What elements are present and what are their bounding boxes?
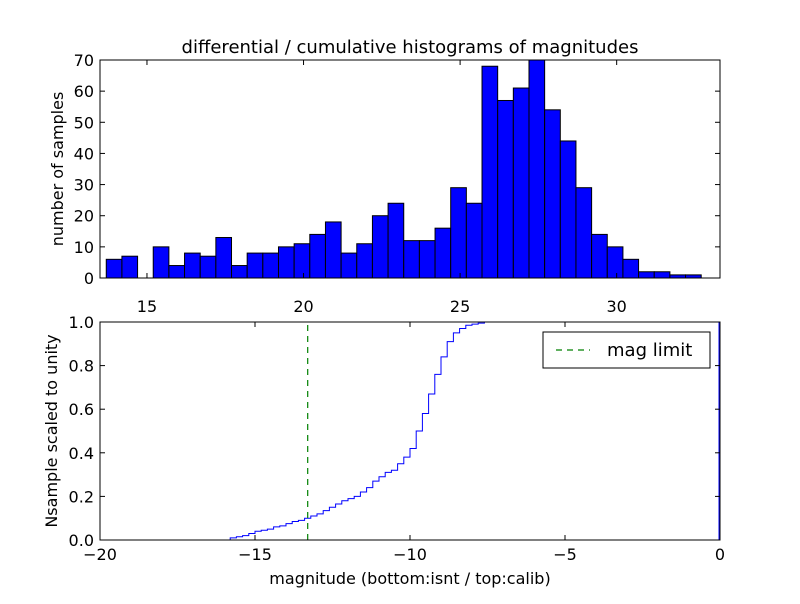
top-histogram-panel: differential / cumulative histograms of … bbox=[48, 37, 721, 316]
top-y-tick-label: 50 bbox=[74, 113, 94, 132]
histogram-bar bbox=[152, 246, 170, 279]
histogram-bar bbox=[246, 252, 264, 279]
bottom-y-tick-label: 1.0 bbox=[69, 313, 94, 332]
top-x-tick-label: 15 bbox=[137, 297, 157, 316]
legend-mag-limit-label: mag limit bbox=[607, 340, 692, 361]
histogram-bar bbox=[168, 265, 186, 279]
top-y-tick-label: 20 bbox=[74, 207, 94, 226]
histogram-bar bbox=[606, 246, 624, 279]
histogram-bar bbox=[544, 109, 561, 279]
histogram-bar bbox=[105, 258, 123, 279]
histogram-bar bbox=[450, 187, 467, 279]
bottom-x-tick-label: −10 bbox=[393, 545, 427, 564]
histogram-bar bbox=[591, 233, 608, 279]
histogram-bar bbox=[575, 187, 593, 279]
bottom-y-tick-label: 0.8 bbox=[69, 357, 94, 376]
histogram-bar bbox=[512, 87, 530, 279]
bottom-y-axis-label: Nsample scaled to unity bbox=[42, 334, 61, 527]
top-x-tick-label: 25 bbox=[450, 297, 470, 316]
bottom-y-tick-label: 0.2 bbox=[69, 487, 94, 506]
top-y-tick-label: 70 bbox=[74, 51, 94, 70]
cumulative-step-line bbox=[100, 321, 720, 541]
histogram-bar bbox=[277, 246, 295, 279]
histogram-bar bbox=[481, 65, 499, 279]
bottom-x-axis-label: magnitude (bottom:isnt / top:calib) bbox=[269, 569, 550, 588]
top-y-tick-label: 10 bbox=[74, 238, 94, 257]
bottom-x-tick-label: 0 bbox=[715, 545, 725, 564]
histogram-bar bbox=[403, 240, 420, 279]
histogram-bar bbox=[293, 243, 311, 279]
bottom-plot-frame bbox=[99, 321, 721, 541]
histogram-bar bbox=[418, 240, 436, 279]
histogram-bar bbox=[653, 271, 671, 279]
bottom-y-tick-label: 0.0 bbox=[69, 531, 94, 550]
histogram-bar bbox=[465, 202, 483, 279]
top-y-tick-label: 0 bbox=[84, 269, 94, 288]
histogram-bar bbox=[199, 255, 217, 279]
top-plot-frame bbox=[99, 59, 721, 279]
histogram-bar bbox=[215, 237, 233, 279]
histogram-bar bbox=[622, 258, 640, 279]
top-y-axis-label: number of samples bbox=[48, 92, 67, 247]
bottom-y-tick-label: 0.6 bbox=[69, 400, 94, 419]
histogram-bar bbox=[528, 59, 546, 279]
bottom-cumulative-panel: Nsample scaled to unity magnitude (botto… bbox=[42, 313, 725, 588]
histogram-bar bbox=[262, 252, 279, 279]
histogram-bar bbox=[121, 255, 139, 279]
top-y-tick-label: 40 bbox=[74, 144, 94, 163]
top-y-tick-label: 60 bbox=[74, 82, 94, 101]
top-chart-title: differential / cumulative histograms of … bbox=[182, 37, 639, 58]
histogram-bar bbox=[387, 202, 405, 279]
bottom-y-tick-label: 0.4 bbox=[69, 444, 94, 463]
bottom-x-tick-label: −5 bbox=[553, 545, 577, 564]
histogram-bar bbox=[559, 140, 577, 279]
histogram-bar bbox=[497, 99, 514, 279]
bottom-x-tick-label: −20 bbox=[83, 545, 117, 564]
legend: mag limit bbox=[542, 331, 711, 369]
histogram-bar bbox=[231, 265, 248, 279]
bottom-x-tick-label: −15 bbox=[238, 545, 272, 564]
top-x-tick-label: 30 bbox=[606, 297, 626, 316]
histogram-bar bbox=[324, 221, 342, 279]
histogram-bar bbox=[638, 271, 655, 279]
histogram-bar bbox=[434, 227, 452, 279]
top-y-tick-label: 30 bbox=[74, 176, 94, 195]
histogram-bar bbox=[371, 215, 389, 279]
histogram-bar bbox=[340, 252, 358, 279]
histogram-bar bbox=[356, 243, 373, 279]
histogram-bar bbox=[184, 252, 201, 279]
histogram-bar bbox=[309, 233, 326, 279]
top-x-tick-label: 20 bbox=[293, 297, 313, 316]
